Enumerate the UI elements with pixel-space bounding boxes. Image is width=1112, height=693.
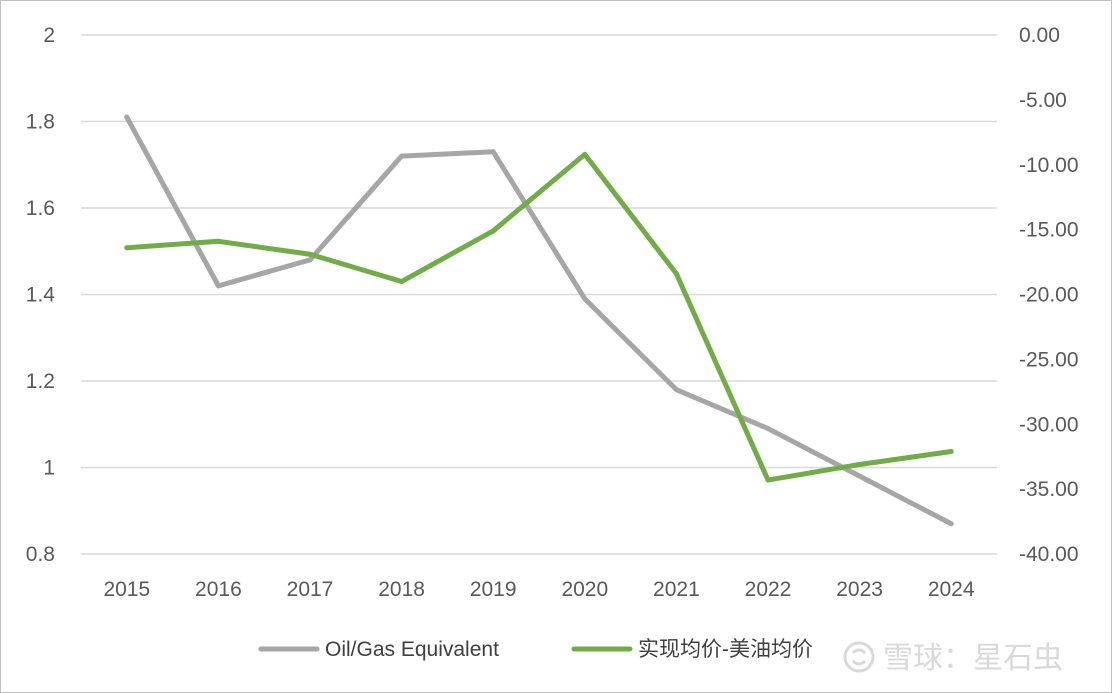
x-axis-tick-label: 2017 (287, 578, 334, 601)
data-point-series-2 (673, 271, 679, 277)
left-axis-tick-label: 1.6 (26, 197, 55, 220)
right-axis-tick-label: 0.00 (1019, 24, 1060, 47)
data-point-series-2 (857, 461, 863, 467)
data-point-series-1 (399, 153, 405, 159)
legend-label-1: Oil/Gas Equivalent (325, 638, 499, 661)
series-line-2 (124, 151, 954, 483)
series-lines (124, 114, 954, 527)
data-point-series-2 (582, 151, 588, 157)
data-point-series-1 (490, 149, 496, 155)
left-y-axis: 0.8 1 1.2 1.4 1.6 1.8 2 (26, 24, 56, 566)
watermark-logo-icon (843, 641, 875, 673)
data-point-series-2 (490, 228, 496, 234)
legend: Oil/Gas Equivalent 实现均价-美油均价 (258, 638, 813, 661)
left-axis-tick-label: 1.8 (26, 111, 55, 134)
left-axis-tick-label: 2 (43, 24, 55, 47)
right-axis-tick-label: -5.00 (1019, 89, 1067, 112)
data-point-series-1 (948, 521, 954, 527)
right-axis-tick-label: -30.00 (1019, 413, 1079, 436)
data-point-series-1 (307, 257, 313, 263)
left-axis-tick-label: 1 (43, 457, 55, 480)
right-y-axis: -40.00 -35.00 -30.00 -25.00 -20.00 -15.00 -10.… (1019, 24, 1079, 566)
data-point-series-2 (124, 245, 130, 251)
gridlines (81, 34, 997, 555)
left-axis-tick-label: 0.8 (26, 543, 55, 566)
x-axis-tick-label: 2021 (653, 578, 700, 601)
x-axis-tick-label: 2023 (836, 578, 883, 601)
left-axis-tick-label: 1.4 (26, 284, 56, 307)
x-axis-tick-label: 2020 (561, 578, 608, 601)
data-point-series-2 (765, 477, 771, 483)
right-axis-tick-label: -25.00 (1019, 348, 1079, 371)
series-line-1 (124, 114, 954, 527)
right-axis-tick-label: -10.00 (1019, 154, 1079, 177)
watermark-text: 雪球：星石虫 (883, 641, 1063, 676)
x-axis-tick-label: 2015 (103, 578, 150, 601)
x-axis-tick-label: 2019 (470, 578, 517, 601)
x-axis: 2015 2016 2017 2018 2019 2020 2021 2022 2023 2024 (103, 578, 974, 601)
data-point-series-1 (582, 296, 588, 302)
right-axis-tick-label: -15.00 (1019, 219, 1079, 242)
watermark: 雪球：星石虫 (843, 641, 1063, 676)
data-point-series-1 (124, 114, 130, 120)
data-point-series-2 (307, 251, 313, 257)
right-axis-tick-label: -20.00 (1019, 284, 1079, 307)
data-point-series-1 (765, 426, 771, 432)
right-axis-tick-label: -35.00 (1019, 478, 1079, 501)
data-point-series-1 (857, 473, 863, 479)
x-axis-tick-label: 2018 (378, 578, 425, 601)
x-axis-tick-label: 2022 (745, 578, 792, 601)
legend-label-2: 实现均价-美油均价 (638, 638, 813, 661)
data-point-series-2 (399, 279, 405, 285)
data-point-series-1 (673, 387, 679, 393)
data-point-series-2 (948, 448, 954, 454)
x-axis-tick-label: 2024 (928, 578, 975, 601)
x-axis-tick-label: 2016 (195, 578, 242, 601)
left-axis-tick-label: 1.2 (26, 370, 55, 393)
right-axis-tick-label: -40.00 (1019, 543, 1079, 566)
data-point-series-2 (215, 238, 221, 244)
data-point-series-1 (215, 283, 221, 289)
